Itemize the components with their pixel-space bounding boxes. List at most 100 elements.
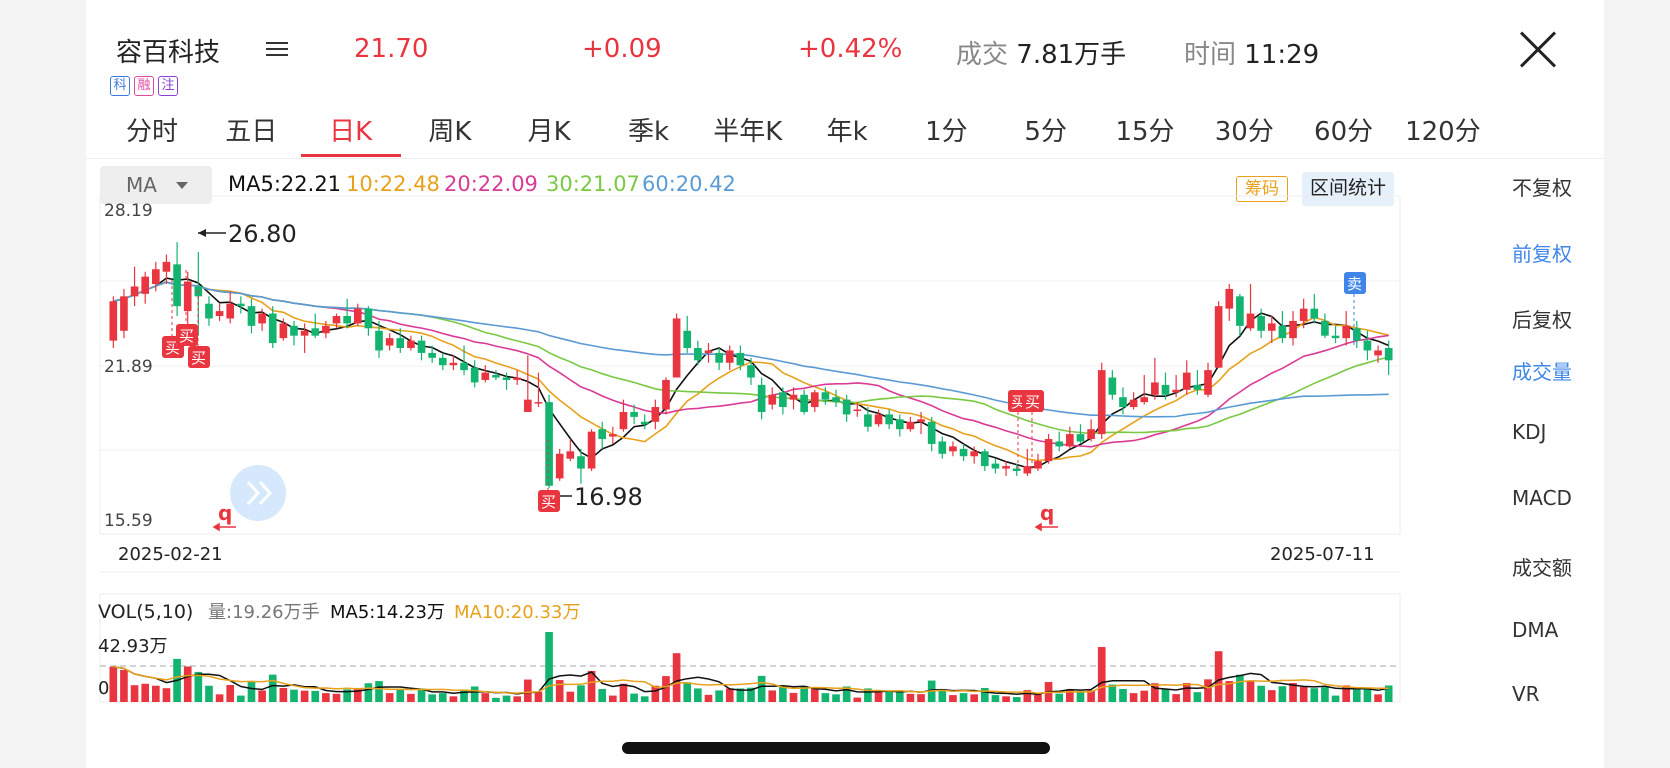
volume-bar-44 bbox=[577, 685, 585, 702]
candle-13 bbox=[247, 298, 256, 334]
candle-body bbox=[704, 350, 713, 353]
candle-body bbox=[1204, 370, 1212, 395]
volume-bar-4 bbox=[152, 685, 160, 702]
side-item-4[interactable]: KDJ bbox=[1512, 420, 1547, 444]
candle-body bbox=[311, 328, 320, 336]
buy-marker-3: 买 bbox=[191, 349, 206, 367]
candle-36 bbox=[492, 370, 500, 380]
volume-bar-73 bbox=[885, 691, 893, 702]
candle-body bbox=[842, 399, 851, 415]
candle-21 bbox=[332, 313, 341, 329]
interval-stats-button[interactable]: 区间统计 bbox=[1302, 172, 1395, 206]
chouma-button[interactable]: 筹码 bbox=[1236, 176, 1288, 202]
volume-bar-16 bbox=[279, 687, 288, 702]
candle-81 bbox=[970, 446, 979, 464]
tab-2[interactable]: 日K bbox=[329, 117, 373, 147]
volume-bar-93 bbox=[1097, 647, 1106, 702]
kline-chart[interactable]: 28.19 21.89 15.59 2025-02-21 2025-07-11 26.80… bbox=[86, 0, 1604, 768]
volume-bar-104 bbox=[1214, 651, 1223, 702]
candle-body bbox=[1066, 434, 1074, 447]
candle-39 bbox=[523, 355, 532, 412]
candle-74 bbox=[895, 414, 904, 437]
volume-bar-34 bbox=[470, 686, 479, 702]
vol-tick-zero: 0 bbox=[98, 678, 109, 699]
tab-10[interactable]: 15分 bbox=[1115, 117, 1175, 147]
candle-97 bbox=[1140, 375, 1149, 405]
candle-49 bbox=[630, 404, 638, 425]
candle-35 bbox=[481, 365, 490, 383]
candle-body bbox=[598, 429, 607, 440]
side-item-5[interactable]: MACD bbox=[1512, 486, 1572, 510]
ma60-value: 60:20.42 bbox=[642, 172, 736, 196]
candle-body bbox=[694, 347, 702, 361]
buy-marker-6: 买 bbox=[1025, 393, 1040, 411]
candle-body bbox=[683, 330, 692, 348]
tab-0[interactable]: 分时 bbox=[125, 117, 178, 147]
candle-55 bbox=[694, 340, 702, 366]
candle-body bbox=[130, 286, 139, 297]
vol-ma10: MA10:20.33万 bbox=[454, 602, 580, 623]
candle-23 bbox=[353, 303, 362, 326]
volume-bar-9 bbox=[205, 685, 213, 702]
ma-select[interactable]: MA bbox=[100, 166, 212, 204]
tab-13[interactable]: 120分 bbox=[1405, 117, 1481, 147]
volume-bar-41 bbox=[545, 632, 553, 702]
tab-12[interactable]: 60分 bbox=[1314, 117, 1374, 147]
candle-body bbox=[949, 446, 957, 452]
home-indicator[interactable] bbox=[622, 742, 1050, 754]
candle-94 bbox=[1108, 370, 1117, 400]
volume-bar-54 bbox=[683, 682, 692, 702]
volume-bar-69 bbox=[842, 686, 851, 702]
side-item-3[interactable]: 成交量 bbox=[1512, 360, 1572, 384]
candle-8 bbox=[194, 252, 203, 336]
volume-bar-83 bbox=[991, 695, 1000, 702]
tab-8[interactable]: 1分 bbox=[925, 117, 968, 147]
candle-body bbox=[938, 441, 947, 454]
tab-9[interactable]: 5分 bbox=[1024, 117, 1067, 147]
candle-4 bbox=[152, 261, 160, 292]
tab-11[interactable]: 30分 bbox=[1214, 117, 1274, 147]
candle-body bbox=[1310, 308, 1319, 319]
candle-body bbox=[173, 264, 181, 307]
candle-69 bbox=[842, 394, 851, 422]
ma10-value: 10:22.48 bbox=[346, 172, 440, 196]
candle-63 bbox=[779, 387, 787, 415]
tab-6[interactable]: 半年K bbox=[713, 117, 783, 147]
candle-body bbox=[300, 330, 309, 336]
candle-99 bbox=[1161, 372, 1170, 400]
candle-33 bbox=[460, 345, 468, 376]
menu-icon[interactable] bbox=[266, 42, 288, 60]
tab-4[interactable]: 月K bbox=[527, 117, 571, 147]
volume-bar-91 bbox=[1076, 692, 1085, 702]
side-item-0[interactable]: 不复权 bbox=[1512, 176, 1572, 200]
side-item-7[interactable]: DMA bbox=[1512, 618, 1559, 642]
tab-3[interactable]: 周K bbox=[428, 117, 472, 147]
volume-bar-70 bbox=[853, 697, 862, 702]
candle-body bbox=[1374, 350, 1382, 356]
tab-5[interactable]: 季k bbox=[627, 117, 670, 147]
side-item-8[interactable]: VR bbox=[1512, 682, 1540, 706]
tab-1[interactable]: 五日 bbox=[225, 117, 278, 147]
candle-body bbox=[662, 379, 670, 410]
volume-bar-10 bbox=[215, 694, 224, 702]
volume-bar-109 bbox=[1267, 690, 1276, 702]
candle-body bbox=[290, 325, 298, 336]
side-item-6[interactable]: 成交额 bbox=[1512, 556, 1572, 580]
tab-7[interactable]: 年k bbox=[826, 117, 868, 147]
candle-body bbox=[577, 456, 585, 469]
candle-body bbox=[1044, 439, 1053, 462]
volume-bar-11 bbox=[226, 684, 235, 702]
candle-body bbox=[1342, 325, 1350, 339]
side-item-1[interactable]: 前复权 bbox=[1512, 242, 1572, 266]
candle-body bbox=[364, 308, 373, 329]
side-item-2[interactable]: 后复权 bbox=[1512, 308, 1572, 332]
stock-panel: 容百科技 21.70 +0.09 +0.42% 成交 7.81万手 时间 11:… bbox=[86, 0, 1604, 768]
candle-body bbox=[353, 308, 362, 324]
badge-ke: 科 bbox=[110, 76, 130, 96]
candle-61 bbox=[757, 377, 766, 420]
candle-body bbox=[492, 375, 500, 378]
volume-bar-55 bbox=[694, 688, 702, 702]
double-chevron-icon bbox=[246, 480, 273, 506]
volume-bar-107 bbox=[1246, 680, 1255, 702]
